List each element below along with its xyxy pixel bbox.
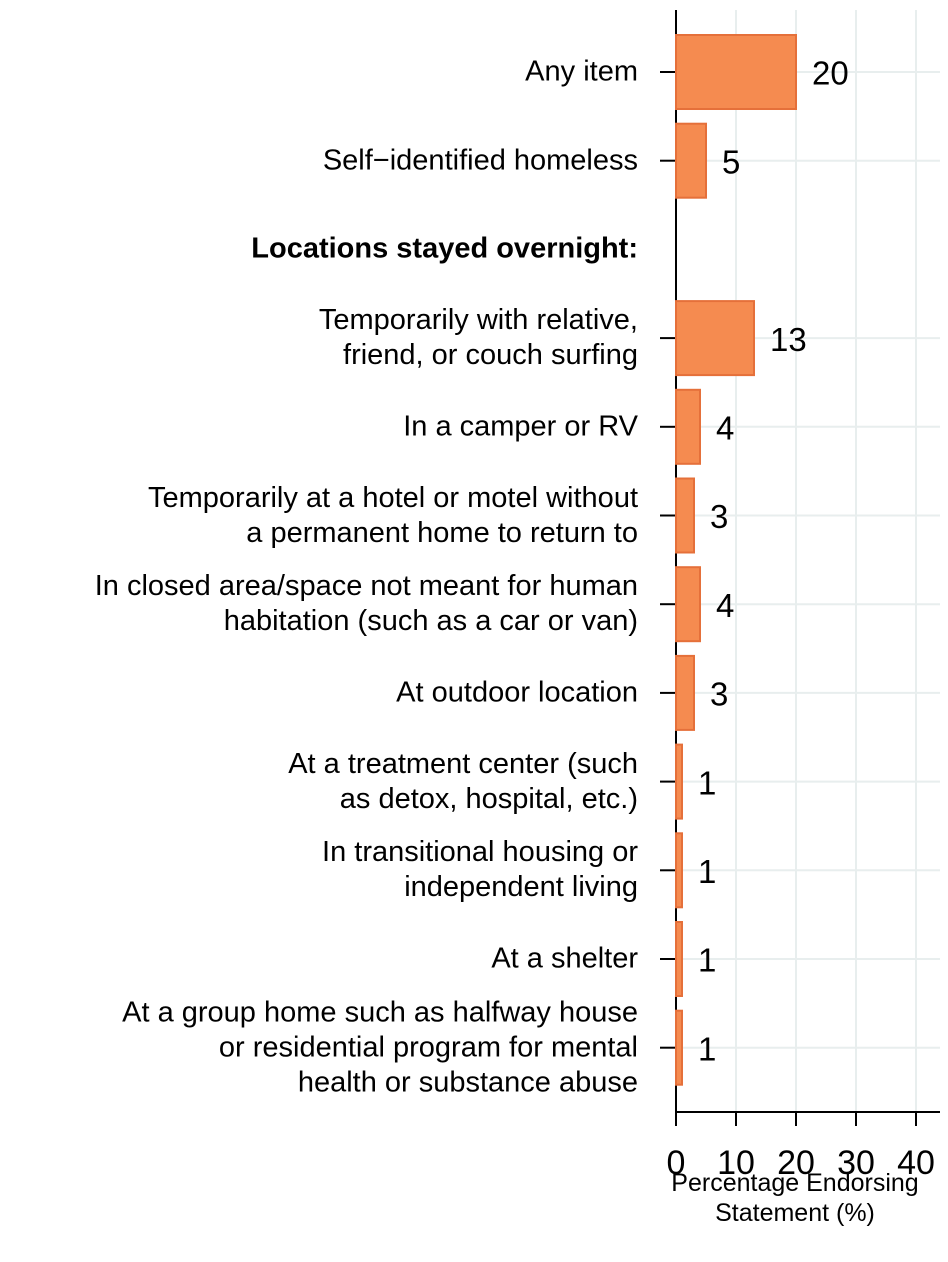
value-label: 20	[812, 55, 849, 92]
bar	[675, 654, 695, 731]
y-tick-label: In closed area/space not meant for human…	[94, 570, 638, 638]
value-label: 3	[710, 498, 728, 535]
bar	[675, 743, 683, 820]
value-label: 4	[716, 587, 734, 624]
bar	[675, 388, 701, 465]
x-tick-label: 0	[667, 1144, 686, 1182]
y-tick-label: In transitional housing or independent l…	[322, 836, 638, 904]
y-tick-label: Temporarily at a hotel or motel without …	[148, 481, 638, 549]
value-label: 4	[716, 410, 734, 447]
y-tick-label: Any item	[525, 55, 638, 88]
value-label: 1	[698, 1030, 716, 1067]
y-tick-label: At a treatment center (such as detox, ho…	[288, 747, 638, 815]
y-tick-label: At a shelter	[491, 942, 638, 975]
y-tick-label: Locations stayed overnight:	[251, 232, 638, 265]
bar	[675, 566, 701, 643]
value-label: 13	[770, 321, 807, 358]
value-label: 1	[698, 853, 716, 890]
x-tick-label: 30	[837, 1144, 875, 1182]
bar	[675, 34, 797, 110]
y-tick-label: Temporarily with relative, friend, or co…	[318, 304, 638, 372]
x-tick-label: 10	[717, 1144, 755, 1182]
y-tick-label: At outdoor location	[396, 676, 638, 709]
bar	[675, 300, 755, 377]
bar	[675, 477, 695, 554]
x-tick-label: 40	[897, 1144, 935, 1182]
bar	[675, 1009, 683, 1086]
value-label: 5	[722, 143, 740, 180]
y-tick-label: Self−identified homeless	[322, 144, 638, 177]
value-label: 1	[698, 942, 716, 979]
bar	[675, 921, 683, 997]
value-label: 1	[698, 764, 716, 801]
bar	[675, 832, 683, 909]
x-tick-label: 20	[777, 1144, 815, 1182]
x-axis-title: Percentage Endorsing Statement (%)	[671, 1169, 919, 1227]
y-tick-label: In a camper or RV	[403, 410, 638, 443]
value-label: 3	[710, 676, 728, 713]
bar	[675, 122, 707, 199]
y-tick-label: At a group home such as halfway house or…	[122, 996, 638, 1099]
